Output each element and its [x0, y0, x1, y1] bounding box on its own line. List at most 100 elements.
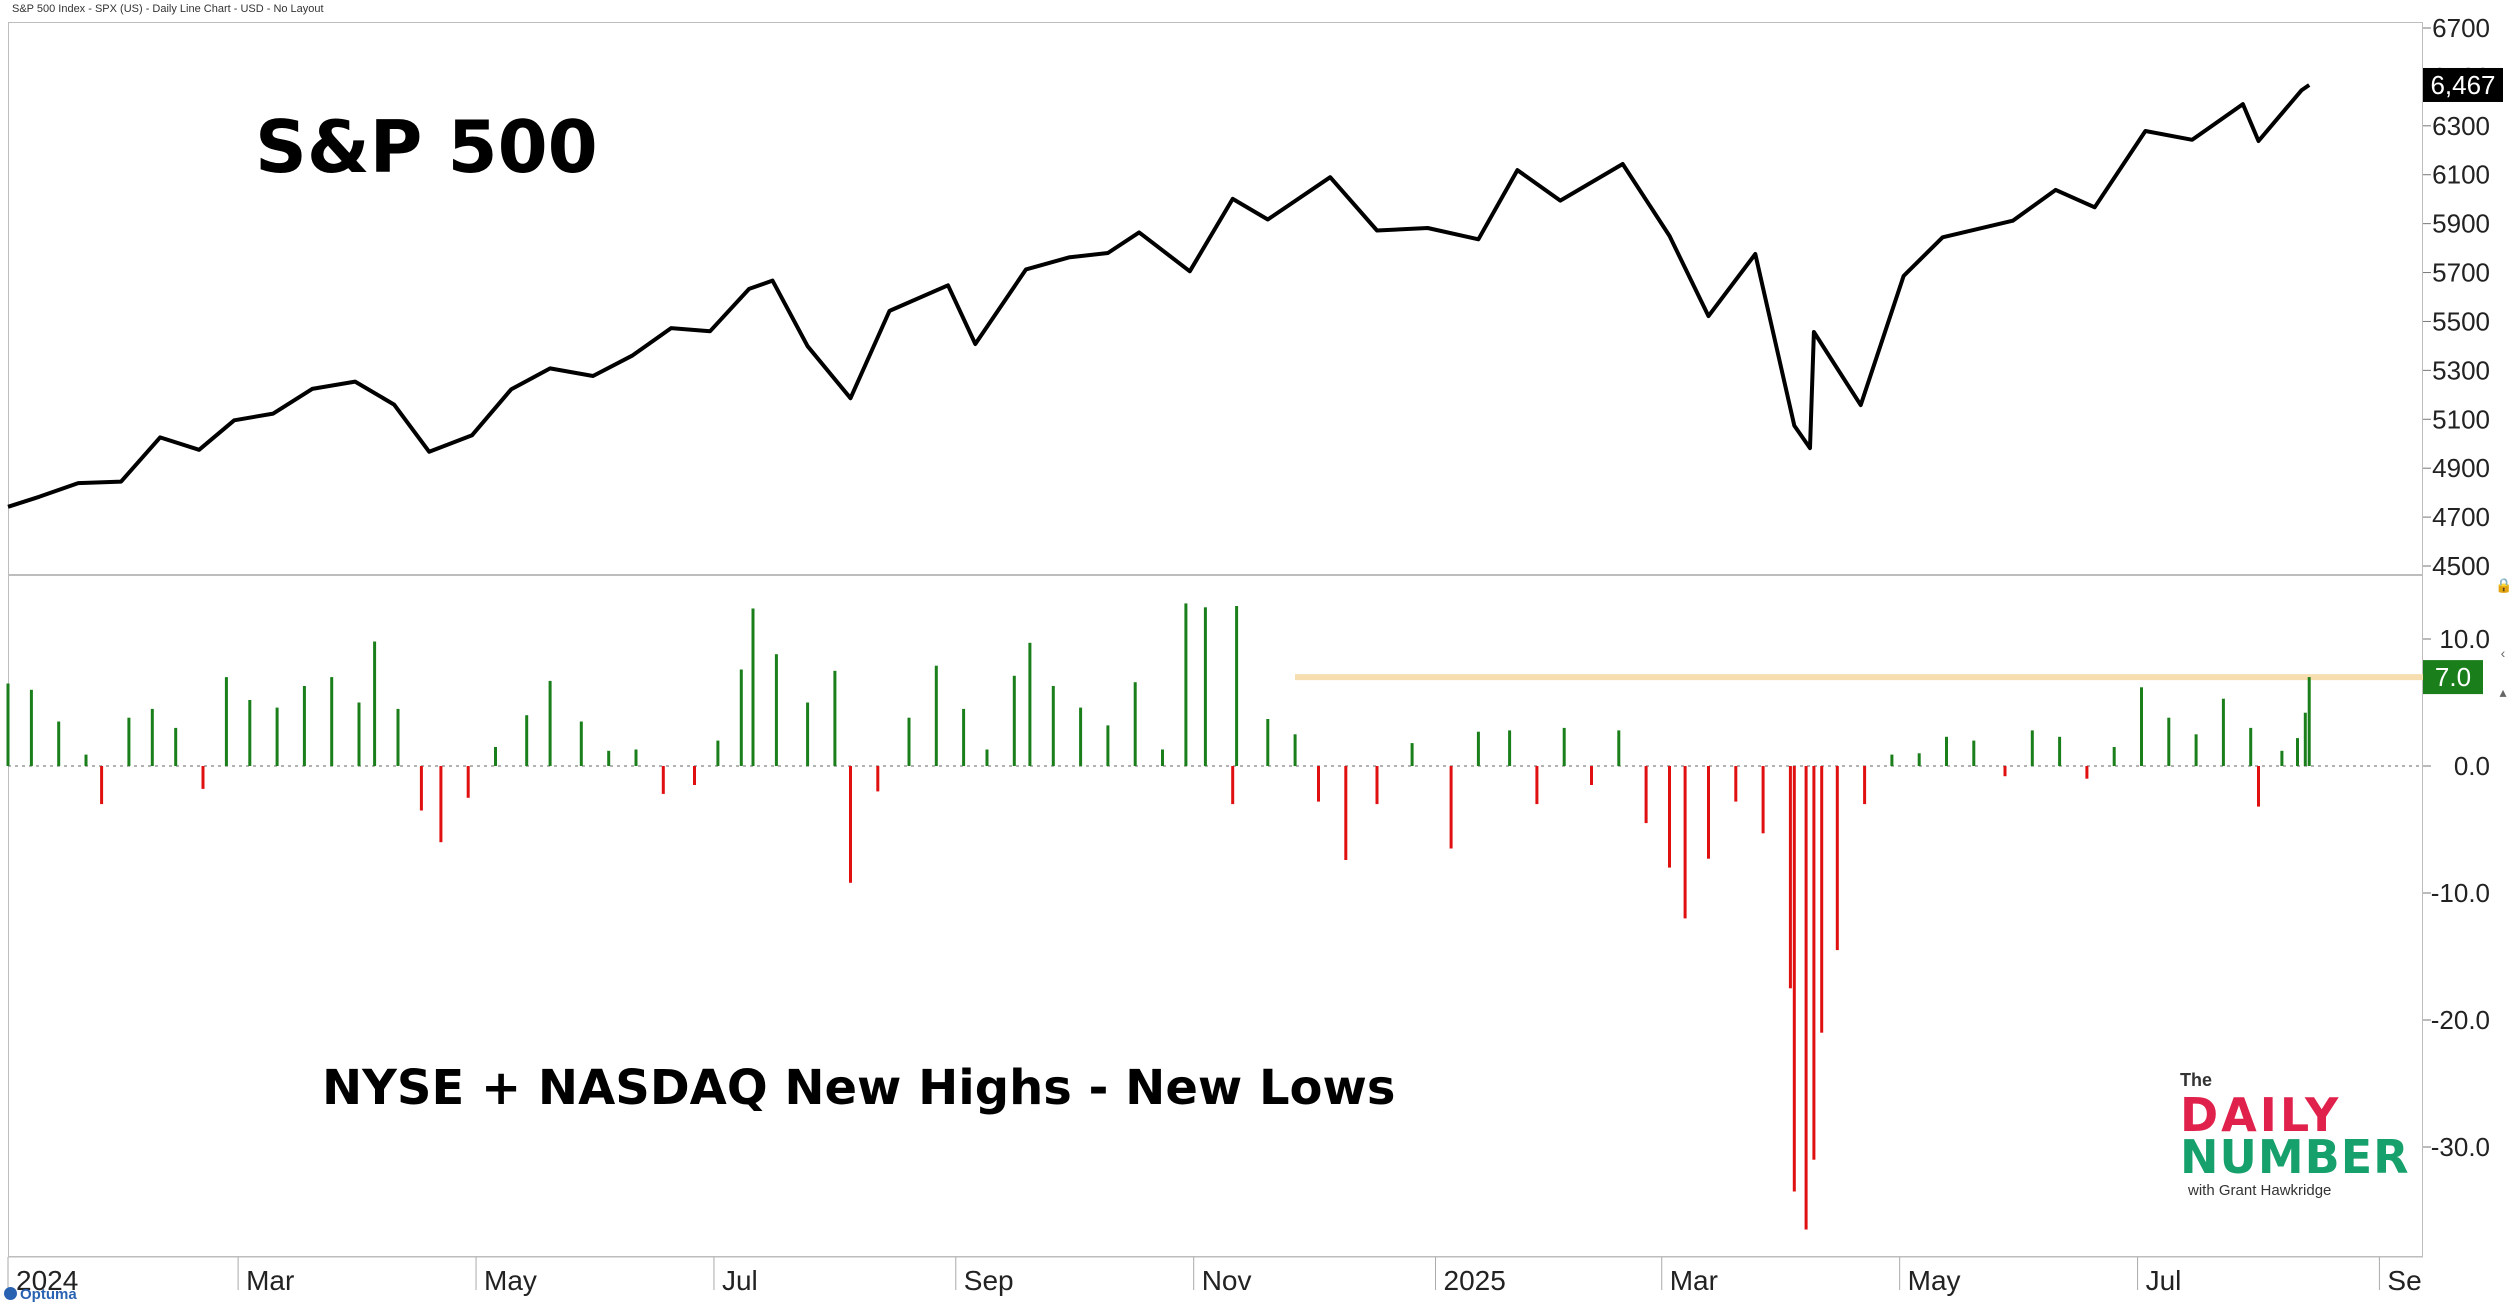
optuma-label: Optuma — [20, 1286, 77, 1303]
bar — [302, 686, 306, 766]
logo-with: with Grant Hawkridge — [2188, 1182, 2332, 1199]
bar — [373, 641, 377, 766]
chart-title: S&P 500 — [255, 105, 598, 189]
bar — [1761, 766, 1765, 834]
highs-lows-last-value: 7.0 — [2423, 660, 2483, 695]
bottom-y-axis: 10.0 0.0 -10.0 -20.0 -30.0 — [2423, 624, 2490, 1162]
bar — [751, 608, 755, 766]
top-panel-border — [8, 22, 2423, 575]
bar — [876, 766, 880, 792]
x-tick-label: Jul — [2146, 1265, 2182, 1296]
bar — [1945, 736, 1948, 766]
bar — [934, 665, 938, 766]
x-tick-label: Mar — [246, 1265, 294, 1296]
bar — [1051, 686, 1055, 766]
bar — [1804, 766, 1808, 1230]
top-y-tick-label: 4900 — [2432, 453, 2490, 483]
bar — [2303, 712, 2307, 766]
top-y-tick-label: 5500 — [2432, 306, 2490, 336]
bar — [2140, 687, 2143, 766]
optuma-brand: Optuma — [4, 1286, 77, 1303]
bar — [1266, 719, 1270, 766]
bar — [2221, 698, 2225, 766]
sp500-last-value-label: 6,467 — [2430, 70, 2495, 100]
bar — [84, 754, 88, 766]
top-y-tick-label: 4500 — [2432, 551, 2490, 581]
bottom-y-tick-label: -30.0 — [2431, 1132, 2490, 1162]
bar — [1812, 766, 1816, 1160]
bar — [2167, 717, 2171, 766]
bar — [1028, 642, 1032, 766]
bar — [2257, 766, 2260, 807]
logo-the: The — [2180, 1070, 2213, 1090]
bottom-y-tick-label: -10.0 — [2431, 878, 2490, 908]
bar — [2249, 727, 2253, 766]
x-tick-label: May — [1908, 1265, 1961, 1296]
bar — [525, 715, 529, 766]
bottom-y-tick-label: -20.0 — [2431, 1005, 2490, 1035]
bar — [2194, 734, 2198, 767]
bottom-y-tick-label: 0.0 — [2454, 751, 2490, 781]
bar — [174, 727, 178, 766]
bar — [57, 721, 61, 766]
bar — [439, 766, 443, 843]
bar — [661, 766, 665, 794]
bar — [275, 707, 279, 766]
bar — [1293, 734, 1297, 767]
bar — [2003, 766, 2007, 777]
bar — [1161, 749, 1164, 766]
bar — [1972, 740, 1976, 766]
top-y-tick-label: 6700 — [2432, 13, 2490, 43]
x-tick-label: Jul — [722, 1265, 758, 1296]
bar — [1106, 725, 1110, 766]
sp500-line-layer — [7, 83, 2311, 509]
bar — [494, 747, 497, 766]
bar — [357, 702, 361, 766]
x-tick-label: 2025 — [1444, 1265, 1506, 1296]
x-tick-label: Se — [2387, 1265, 2421, 1296]
x-tick-label: Nov — [1202, 1265, 1252, 1296]
bar — [150, 708, 154, 766]
collapse-arrow-icon[interactable]: ‹ — [2500, 645, 2506, 661]
x-axis: 2024 Mar May Jul Sep Nov 2025 Mar May Jul Se — [7, 1256, 2423, 1296]
bar — [2296, 738, 2299, 766]
bar — [1375, 766, 1379, 805]
scroll-arrow-icon[interactable]: ▴ — [2499, 684, 2507, 700]
bar — [1079, 707, 1083, 766]
lock-icon[interactable]: 🔒 — [2495, 577, 2513, 593]
bar — [716, 740, 720, 766]
x-tick-label: Sep — [964, 1265, 1014, 1296]
bar — [419, 766, 423, 811]
optuma-logo-icon — [4, 1287, 17, 1300]
logo-number: NUMBER — [2180, 1130, 2410, 1184]
sp500-last-value: 6,467 — [2423, 67, 2503, 102]
bar — [548, 680, 552, 766]
bar — [1133, 682, 1137, 766]
bar — [1890, 754, 1894, 766]
bar — [330, 677, 334, 766]
top-y-tick-label: 6300 — [2432, 111, 2490, 141]
bar — [396, 708, 400, 766]
bar — [849, 766, 852, 883]
bar — [29, 689, 33, 766]
reference-line-layer — [8, 674, 2423, 767]
bar — [739, 669, 743, 766]
bar — [1317, 766, 1320, 802]
sp500-series-line — [7, 83, 2311, 509]
bar — [2058, 736, 2062, 766]
bar — [1012, 675, 1016, 766]
bar — [1734, 766, 1738, 802]
bars-layer — [6, 603, 2311, 1230]
bar — [466, 766, 470, 798]
bar — [1617, 730, 1621, 766]
bar — [1668, 766, 1671, 868]
highs-lows-last-value-label: 7.0 — [2435, 662, 2471, 692]
x-tick-label: Mar — [1670, 1265, 1718, 1296]
bar — [2030, 730, 2034, 766]
bar — [693, 766, 696, 785]
bar — [224, 677, 228, 766]
bar — [1707, 766, 1710, 859]
x-tick-label: May — [484, 1265, 537, 1296]
bar — [6, 683, 10, 766]
bar — [2112, 747, 2116, 766]
